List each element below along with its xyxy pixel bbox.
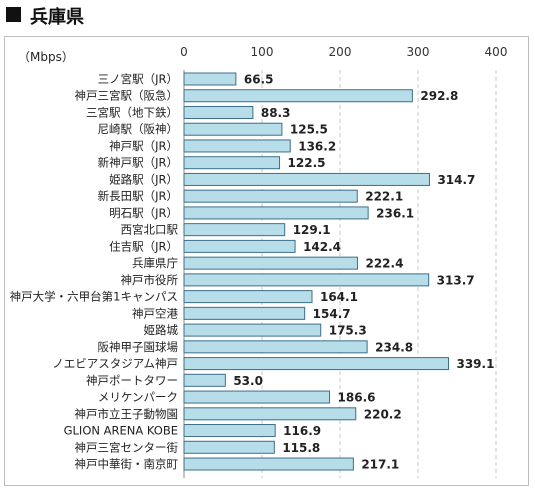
category-label: 新長田駅（JR） <box>98 189 178 203</box>
category-label: 住吉駅（JR） <box>109 239 178 253</box>
bar <box>183 373 226 387</box>
bar <box>183 139 291 153</box>
category-label: 神戸空港 <box>132 306 178 320</box>
data-label: 88.3 <box>261 106 291 120</box>
bar <box>183 340 368 354</box>
category-label: 新神戸駅（JR） <box>98 156 178 170</box>
x-tick-label: 200 <box>329 45 352 59</box>
category-label: 神戸市役所 <box>121 273 179 287</box>
category-label: 神戸中華街・南京町 <box>75 457 179 471</box>
category-label: 神戸大学・六甲台第1キャンパス <box>10 290 178 304</box>
bar <box>183 390 331 404</box>
data-label: 125.5 <box>290 123 328 137</box>
data-label: 136.2 <box>298 139 336 153</box>
bar <box>183 156 281 170</box>
category-label: 姫路駅（JR） <box>109 172 178 186</box>
bar <box>183 457 354 471</box>
title-square-icon <box>6 7 21 22</box>
bar <box>183 407 357 421</box>
bar <box>183 206 369 220</box>
data-label: 217.1 <box>361 458 399 472</box>
bar <box>183 323 322 337</box>
category-label: 神戸市立王子動物園 <box>75 407 179 421</box>
category-label: 姫路城 <box>144 323 179 337</box>
category-label: 尼崎駅（阪神） <box>98 122 179 136</box>
data-label: 186.6 <box>338 391 376 405</box>
bar <box>183 172 430 186</box>
data-label: 116.9 <box>283 424 321 438</box>
x-tick-label: 300 <box>407 45 430 59</box>
data-label: 154.7 <box>313 307 351 321</box>
data-label: 236.1 <box>376 206 414 220</box>
bar <box>183 105 254 119</box>
x-tick-label: 400 <box>485 45 508 59</box>
category-label: 明石駅（JR） <box>109 206 178 220</box>
category-label: 三ノ宮駅（JR） <box>98 72 178 86</box>
page-header: 兵庫県 <box>0 0 535 30</box>
data-label: 129.1 <box>293 223 331 237</box>
bar <box>183 357 449 371</box>
category-label: 阪神甲子園球場 <box>98 340 179 354</box>
data-label: 122.5 <box>288 156 326 170</box>
data-label: 313.7 <box>437 273 475 287</box>
data-label: 222.4 <box>365 257 403 271</box>
data-label: 164.1 <box>320 290 358 304</box>
data-label: 234.8 <box>375 340 413 354</box>
category-label: GLION ARENA KOBE <box>64 424 178 438</box>
data-label: 115.8 <box>282 441 320 455</box>
category-label: 兵庫県庁 <box>132 256 178 270</box>
category-label: 神戸駅（JR） <box>109 139 178 153</box>
category-label: 西宮北口駅 <box>121 223 179 237</box>
bar <box>183 72 237 86</box>
data-label: 53.0 <box>233 374 263 388</box>
bar <box>183 424 276 438</box>
category-label: 三宮駅（地下鉄） <box>86 105 178 119</box>
data-label: 66.5 <box>244 73 274 87</box>
bar <box>183 306 306 320</box>
category-label: メリケンパーク <box>98 390 178 404</box>
x-tick-label: 0 <box>180 45 188 59</box>
bar <box>183 440 275 454</box>
x-tick-label: 100 <box>251 45 274 59</box>
category-label: 神戸ポートタワー <box>86 373 178 387</box>
bar <box>183 122 283 136</box>
bar <box>183 223 286 237</box>
bar <box>183 256 358 270</box>
bar <box>183 273 430 287</box>
data-label: 220.2 <box>364 407 402 421</box>
data-label: 314.7 <box>437 173 475 187</box>
bar <box>183 189 358 203</box>
page-title: 兵庫県 <box>30 7 84 28</box>
category-label: ノエビアスタジアム神戸 <box>52 357 178 371</box>
category-label: 神戸三宮駅（阪急） <box>75 89 179 103</box>
bar <box>183 89 413 103</box>
data-label: 142.4 <box>303 240 341 254</box>
category-label: 神戸三宮センター街 <box>75 440 179 454</box>
axis-unit-label: （Mbps） <box>18 50 74 64</box>
data-label: 222.1 <box>365 190 403 204</box>
bar <box>183 239 296 253</box>
data-label: 292.8 <box>420 89 458 103</box>
data-label: 175.3 <box>329 324 367 338</box>
bar <box>183 290 313 304</box>
data-label: 339.1 <box>456 357 494 371</box>
